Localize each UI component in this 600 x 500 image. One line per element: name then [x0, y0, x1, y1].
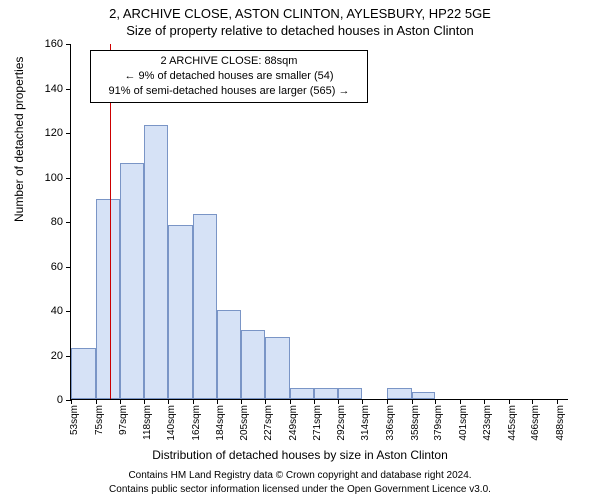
plot-area: 2 ARCHIVE CLOSE: 88sqm ← 9% of detached …: [70, 44, 568, 400]
histogram-bar: [290, 388, 315, 399]
histogram-bar: [217, 310, 240, 399]
x-tick: [290, 399, 291, 404]
chart-title-line2: Size of property relative to detached ho…: [0, 23, 600, 38]
x-tick-label: 423sqm: [482, 405, 493, 441]
chart-title-line1: 2, ARCHIVE CLOSE, ASTON CLINTON, AYLESBU…: [0, 6, 600, 21]
histogram-bar: [314, 388, 337, 399]
annotation-line1: 2 ARCHIVE CLOSE: 88sqm: [97, 54, 361, 69]
y-tick-label: 60: [51, 261, 71, 273]
x-tick: [120, 399, 121, 404]
x-tick: [314, 399, 315, 404]
x-tick: [71, 399, 72, 404]
x-tick: [193, 399, 194, 404]
x-tick-label: 379sqm: [433, 405, 444, 441]
histogram-bar: [193, 214, 218, 399]
x-tick-label: 358sqm: [410, 405, 421, 441]
x-tick: [362, 399, 363, 404]
footer-line1: Contains HM Land Registry data © Crown c…: [0, 470, 600, 481]
x-tick: [435, 399, 436, 404]
y-tick-label: 140: [45, 83, 71, 95]
chart-container: { "chart": { "type": "histogram", "title…: [0, 0, 600, 500]
x-tick-label: 118sqm: [142, 405, 153, 440]
histogram-bar: [168, 225, 193, 399]
x-tick: [217, 399, 218, 404]
x-tick-label: 445sqm: [507, 405, 518, 441]
x-tick: [168, 399, 169, 404]
y-tick-label: 100: [45, 172, 71, 184]
x-tick-label: 184sqm: [215, 405, 226, 441]
x-tick: [460, 399, 461, 404]
x-tick: [265, 399, 266, 404]
x-tick-label: 401sqm: [458, 405, 469, 441]
annotation-line2: ← 9% of detached houses are smaller (54): [97, 69, 361, 84]
histogram-bar: [96, 199, 121, 399]
x-tick-label: 140sqm: [166, 405, 177, 441]
footer-line2: Contains public sector information licen…: [0, 484, 600, 495]
histogram-bar: [387, 388, 412, 399]
y-axis-title: Number of detached properties: [12, 57, 26, 222]
x-tick: [509, 399, 510, 404]
histogram-bar: [144, 125, 169, 399]
x-tick: [484, 399, 485, 404]
y-tick-label: 120: [45, 127, 71, 139]
x-tick-label: 75sqm: [94, 405, 105, 435]
x-tick-label: 97sqm: [118, 405, 129, 435]
histogram-bar: [412, 392, 435, 399]
x-tick-label: 314sqm: [360, 405, 371, 441]
y-tick-label: 160: [45, 38, 71, 50]
x-tick-label: 466sqm: [530, 405, 541, 441]
histogram-bar: [241, 330, 266, 399]
histogram-bar: [120, 163, 143, 399]
x-tick-label: 292sqm: [336, 405, 347, 441]
y-tick-label: 40: [51, 305, 71, 317]
y-tick-label: 80: [51, 216, 71, 228]
x-axis-title: Distribution of detached houses by size …: [0, 448, 600, 462]
histogram-bar: [71, 348, 96, 399]
x-tick: [532, 399, 533, 404]
histogram-bar: [338, 388, 363, 399]
x-tick-label: 488sqm: [555, 405, 566, 441]
y-tick-label: 20: [51, 350, 71, 362]
x-tick: [96, 399, 97, 404]
annotation-box: 2 ARCHIVE CLOSE: 88sqm ← 9% of detached …: [90, 50, 368, 103]
x-tick-label: 271sqm: [312, 405, 323, 441]
x-tick-label: 227sqm: [263, 405, 274, 441]
annotation-line3: 91% of semi-detached houses are larger (…: [97, 84, 361, 99]
x-tick-label: 249sqm: [288, 405, 299, 441]
x-tick: [557, 399, 558, 404]
x-tick-label: 53sqm: [69, 405, 80, 435]
x-tick: [338, 399, 339, 404]
x-tick-label: 205sqm: [239, 405, 250, 441]
x-tick: [412, 399, 413, 404]
x-tick: [144, 399, 145, 404]
x-tick: [387, 399, 388, 404]
x-tick-label: 162sqm: [191, 405, 202, 441]
x-tick-label: 336sqm: [385, 405, 396, 441]
histogram-bar: [265, 337, 290, 399]
x-tick: [241, 399, 242, 404]
